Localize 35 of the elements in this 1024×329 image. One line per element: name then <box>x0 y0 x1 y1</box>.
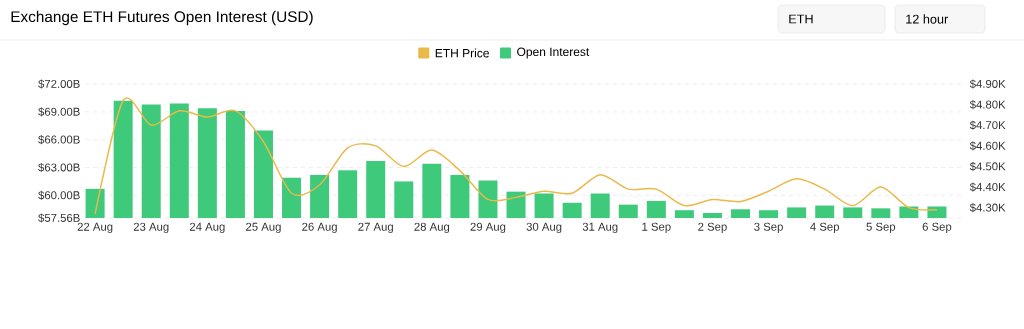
y-tick-label: $57.56B <box>38 213 80 223</box>
y2-tick-label: $4.80K <box>969 100 1006 110</box>
y-tick-label: $66.00B <box>38 135 80 145</box>
x-tick-label: 28 Aug <box>414 222 450 233</box>
x-tick-label: 24 Aug <box>189 222 225 233</box>
x-tick-label: 3 Sep <box>754 222 783 233</box>
legend-label: ETH Price <box>435 48 489 58</box>
x-tick-label: 29 Aug <box>470 222 506 233</box>
x-tick-label: 23 Aug <box>133 222 169 233</box>
y-tick-label: $72.00B <box>38 79 80 89</box>
x-tick-label: 5 Sep <box>866 222 896 233</box>
x-tick-label: 30 Aug <box>526 222 562 233</box>
y2-tick-label: $4.60K <box>969 141 1006 151</box>
y2-tick-label: $4.70K <box>969 120 1006 130</box>
text: ETH <box>789 14 813 24</box>
y2-tick-label: $4.30K <box>969 203 1006 213</box>
line-series <box>94 99 938 215</box>
x-tick-label: 25 Aug <box>246 222 281 233</box>
x-tick-label: 1 Sep <box>642 222 671 233</box>
x-tick-label: 31 Aug <box>582 222 618 233</box>
y2-tick-label: $4.40K <box>969 182 1006 192</box>
y2-tick-label: $4.90K <box>969 79 1006 89</box>
chart-title: Exchange ETH Futures Open Interest (USD) <box>11 10 313 26</box>
x-tick-label: 26 Aug <box>302 222 337 233</box>
y-tick-label: $63.00B <box>38 162 80 173</box>
x-tick-label: 6 Sep <box>922 222 952 233</box>
x-tick-label: 2 Sep <box>698 222 727 233</box>
legend-label: Open Interest <box>517 47 590 59</box>
y-tick-label: $69.00B <box>38 107 80 117</box>
text: 12 hour <box>906 14 949 24</box>
x-tick-label: 4 Sep <box>810 222 840 233</box>
x-tick-label: 22 Aug <box>77 222 113 233</box>
y2-tick-label: $4.50K <box>969 161 1006 172</box>
y-tick-label: $60.00B <box>38 190 80 200</box>
x-tick-label: 27 Aug <box>358 222 393 233</box>
